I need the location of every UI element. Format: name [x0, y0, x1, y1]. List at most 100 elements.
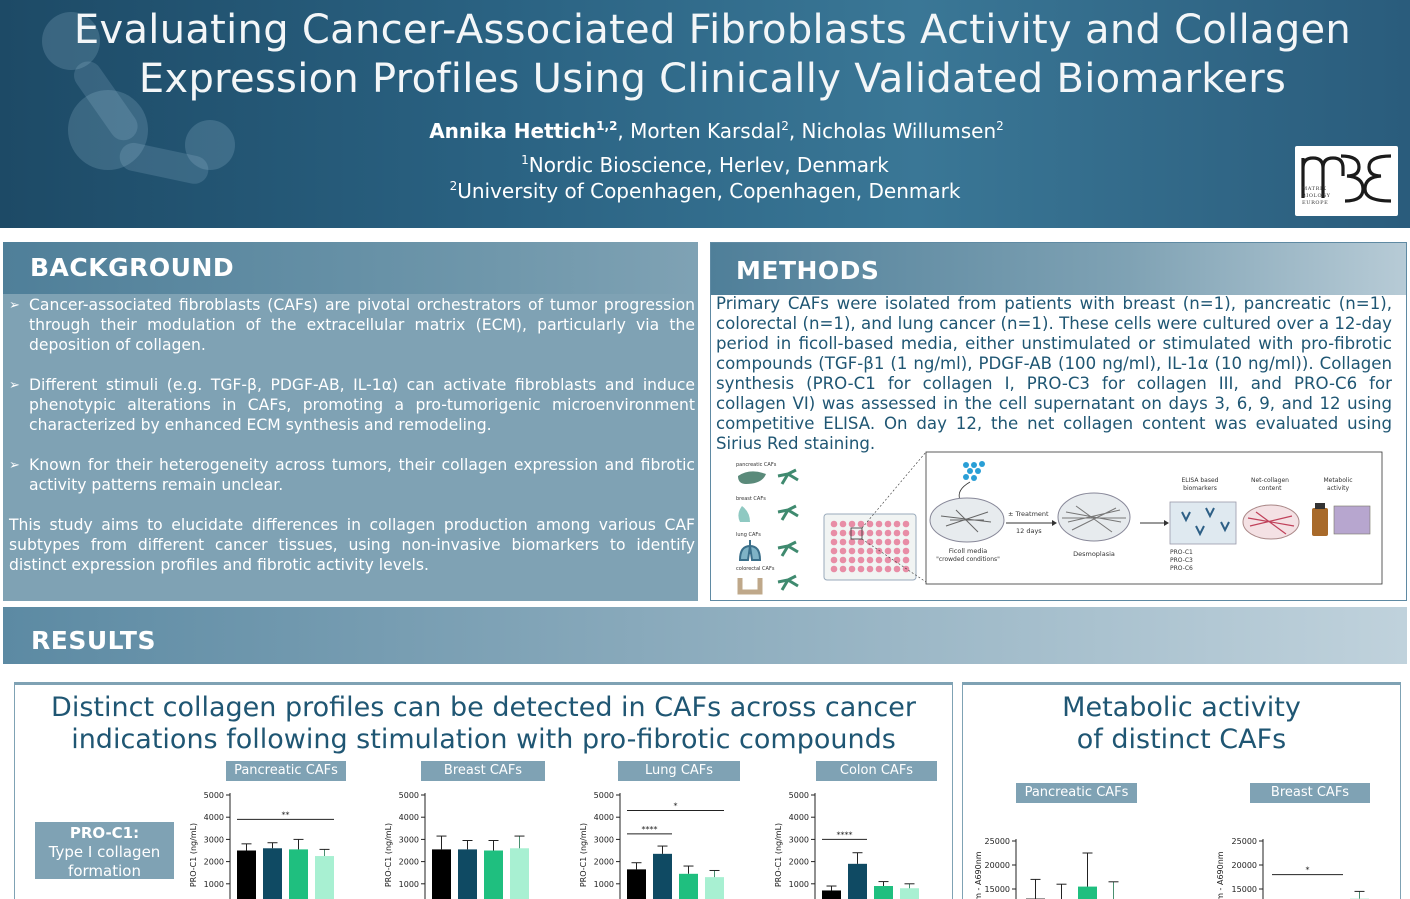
significance-label: *	[1306, 866, 1310, 875]
y-tick-label: 4000	[399, 813, 419, 822]
chart-title-breast: Breast CAFs	[421, 761, 545, 781]
chart-title-metabolic-breast: Breast CAFs	[1250, 783, 1370, 803]
y-axis-label: A540nm - A690nm	[1216, 851, 1225, 899]
crowded-label: "crowded conditions"	[936, 556, 1000, 563]
well-plate-wells	[830, 520, 910, 573]
pro-c1-colon-chart: 1000 2000 3000 4000 5000 PRO-C1 (ng/mL) ****	[774, 791, 919, 899]
significance-label: *	[674, 802, 678, 811]
selected-well-marker	[850, 527, 863, 540]
methods-heading: METHODS	[736, 256, 880, 285]
netcollagen-label-2: content	[1259, 485, 1283, 492]
collagen-profiles-box	[14, 682, 953, 899]
treatment-label: ± Treatment	[1008, 510, 1049, 518]
zoom-line	[861, 538, 927, 583]
fibroblast-icon	[777, 574, 799, 591]
background-panel	[3, 242, 698, 601]
elisa-label-2: biomarkers	[1183, 485, 1217, 492]
author-3: , Nicholas Willumsen	[788, 119, 997, 143]
bar	[315, 856, 334, 899]
y-tick-label: 1000	[789, 880, 809, 889]
fibroblast-icon	[777, 504, 799, 521]
elisa-plate-icon	[1169, 501, 1237, 545]
y-tick-label: 5000	[204, 791, 224, 800]
y-tick-label: 3000	[594, 835, 614, 844]
y-tick-label: 4000	[789, 813, 809, 822]
bar	[848, 863, 867, 899]
y-tick-label: 1000	[399, 880, 419, 889]
well-plate-icon	[823, 513, 917, 581]
author-3-sup: 2	[996, 119, 1004, 133]
caf-label-breast: breast CAFs	[736, 496, 766, 502]
affiliation-1-text: Nordic Bioscience, Herlev, Denmark	[528, 153, 889, 177]
colon-icon	[737, 578, 763, 595]
decor-circle-large	[68, 90, 148, 170]
netcollagen-label-1: Net-collagen	[1251, 477, 1289, 484]
caf-label-colorectal: colorectal CAFs	[736, 566, 775, 572]
bullet-arrow-icon: ➢	[9, 458, 20, 473]
bullet-arrow-icon: ➢	[9, 378, 20, 393]
fibroblast-culture	[940, 509, 992, 533]
poster-header: Evaluating Cancer-Associated Fibroblasts…	[0, 0, 1410, 228]
y-tick-label: 2000	[204, 858, 224, 867]
arrowhead-icon	[1052, 520, 1057, 526]
caf-label-pancreatic: pancreatic CAFs	[736, 462, 777, 468]
poster-title: Evaluating Cancer-Associated Fibroblasts…	[0, 6, 1410, 104]
mbe-logo-mark	[1301, 154, 1392, 203]
pro-c1-breast-chart: 1000 2000 3000 4000 5000 PRO-C1 (ng/mL)	[384, 791, 529, 899]
affiliation-2-sup: 2	[449, 179, 458, 193]
pro-c1-label-line-2: formation	[68, 862, 141, 880]
bar	[705, 877, 724, 899]
dense-fibroblast-culture	[1062, 505, 1126, 533]
antibody-icon	[1181, 507, 1230, 537]
pro-c1-pancreatic-chart: 1000 2000 3000 4000 5000 PRO-C1 (ng/mL) **	[189, 791, 334, 899]
metabolic-breast-chart: 15000 20000 25000 A540nm - A690nm *	[1216, 837, 1369, 899]
metabolic-activity-title-line-2: of distinct CAFs	[1076, 724, 1287, 755]
fibroblast-icon	[777, 468, 799, 485]
y-tick-label: 20000	[1232, 861, 1257, 870]
background-aim: This study aims to elucidate differences…	[9, 516, 695, 574]
bar	[1078, 886, 1097, 899]
results-heading-bar	[3, 607, 1407, 664]
bar	[627, 869, 646, 899]
collagen-profiles-title-line-1: Distinct collagen profiles can be detect…	[51, 692, 916, 723]
y-tick-label: 2000	[789, 858, 809, 867]
significance-label: ****	[837, 830, 853, 839]
decor-circle-medium	[185, 120, 235, 170]
background-bullet-3: Known for their heterogeneity across tum…	[29, 456, 695, 494]
y-tick-label: 15000	[1232, 885, 1257, 894]
ficoll-beads-icon	[963, 461, 985, 481]
y-tick-label: 20000	[985, 861, 1010, 870]
plate-reader-icon	[1333, 505, 1371, 535]
background-bullet-1: Cancer-associated fibroblasts (CAFs) are…	[29, 296, 695, 354]
pro-c1-label-title: PRO-C1:	[69, 824, 140, 842]
bar	[874, 886, 893, 899]
reagent-bottle-icon	[1312, 508, 1328, 536]
methods-workflow-diagram: pancreatic CAFs breast CAFs lung CAFs co…	[736, 451, 1383, 595]
methods-text: Primary CAFs were isolated from patients…	[716, 294, 1392, 453]
y-tick-label: 4000	[594, 813, 614, 822]
chart-title-lung: Lung CAFs	[618, 761, 740, 781]
metabolic-activity-box	[962, 682, 1401, 899]
marker-pro-c6: PRO-C6	[1170, 565, 1193, 572]
y-tick-label: 5000	[399, 791, 419, 800]
pancreas-icon	[738, 471, 766, 484]
y-tick-label: 5000	[789, 791, 809, 800]
affiliation-2-text: University of Copenhagen, Copenhagen, De…	[457, 179, 961, 203]
y-axis-label: PRO-C1 (ng/mL)	[774, 823, 783, 887]
bar	[679, 873, 698, 899]
reagent-bottle-cap	[1315, 503, 1325, 509]
y-axis-label: PRO-C1 (ng/mL)	[189, 823, 198, 887]
y-tick-label: 25000	[985, 837, 1010, 846]
decor-circle-small	[42, 12, 100, 70]
lung-icon	[738, 540, 762, 561]
ficoll-label: Ficoll media	[949, 547, 988, 555]
y-tick-label: 1000	[594, 880, 614, 889]
bar	[484, 850, 503, 899]
y-tick-label: 3000	[204, 835, 224, 844]
chart-title-pancreatic: Pancreatic CAFs	[226, 761, 346, 781]
y-tick-label: 3000	[399, 835, 419, 844]
author-2: , Morten Karsdal	[617, 119, 782, 143]
significance-label: **	[282, 810, 290, 819]
bar	[653, 853, 672, 899]
